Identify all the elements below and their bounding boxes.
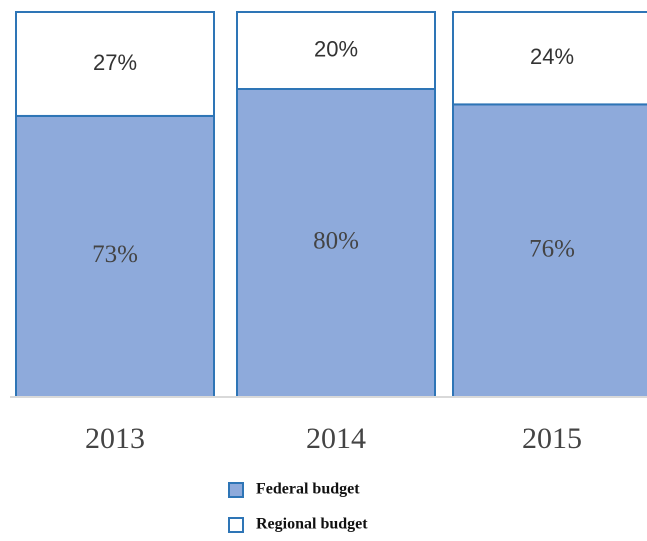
bar-segment (236, 11, 436, 90)
value-label: 73% (92, 241, 138, 268)
value-label: 20% (314, 36, 358, 61)
legend-swatch (228, 482, 244, 498)
x-tick-label: 2013 (85, 422, 145, 455)
legend-label: Regional budget (256, 516, 368, 533)
value-label: 24% (530, 44, 574, 69)
value-label: 76% (529, 235, 575, 262)
value-label: 80% (313, 228, 359, 255)
x-tick-label: 2015 (522, 422, 582, 455)
x-tick-label: 2014 (306, 422, 366, 455)
legend-label: Federal budget (256, 481, 360, 498)
bar-segment (452, 11, 647, 106)
bar-segment (15, 114, 215, 398)
bar-segment (452, 103, 647, 399)
value-label: 27% (93, 50, 137, 75)
legend-swatch (228, 517, 244, 533)
bar-segment (15, 11, 215, 117)
